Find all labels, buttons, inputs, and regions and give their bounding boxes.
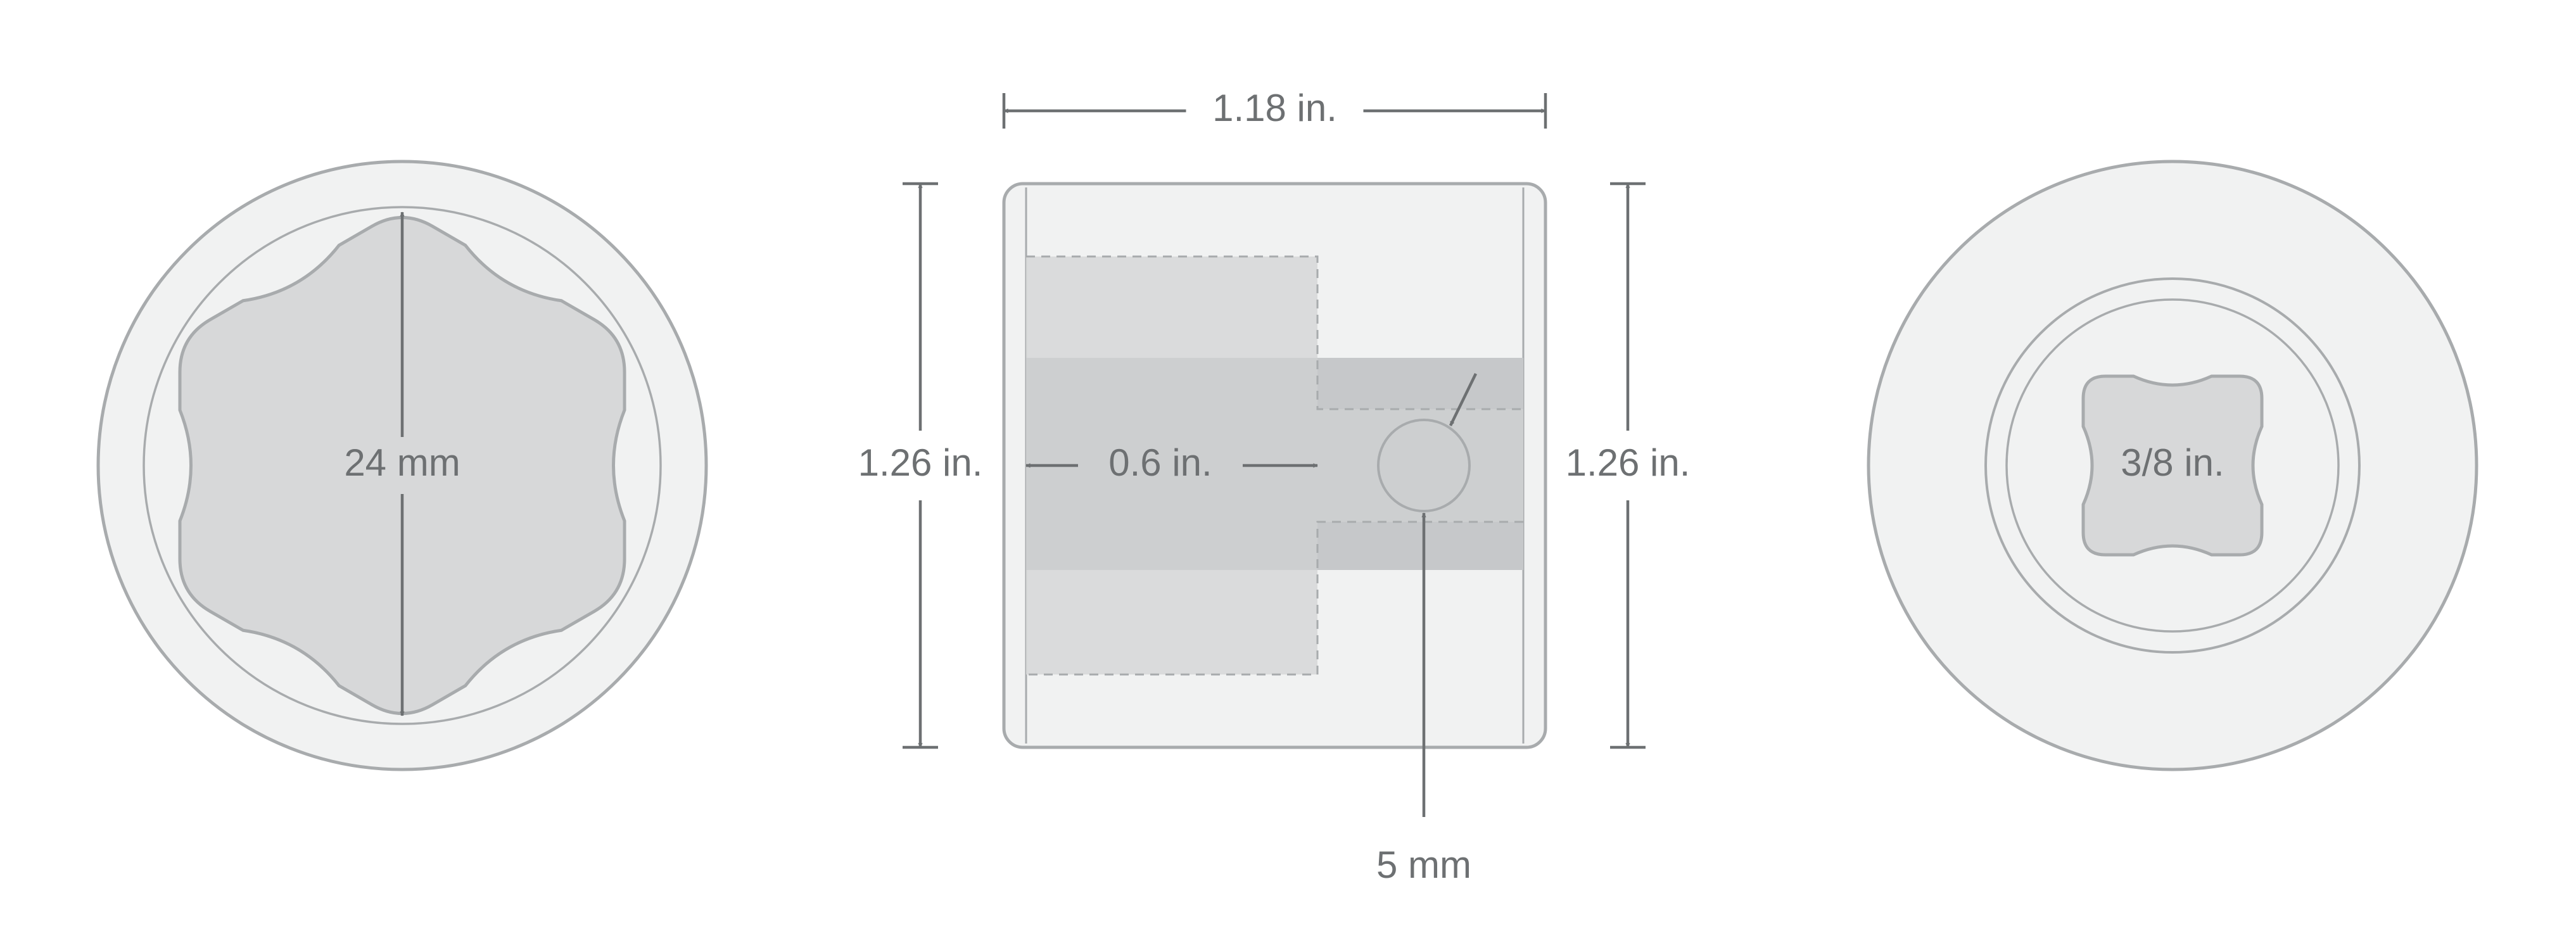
side-view [1004,184,1545,817]
hex-size-label: 24 mm [344,441,460,484]
pin-diameter-label: 5 mm [1376,844,1471,886]
height-right-label: 1.26 in. [1566,441,1691,484]
height-left-label: 1.26 in. [858,441,983,484]
depth-label: 0.6 in. [1108,441,1212,484]
drive-size-label: 3/8 in. [2121,441,2224,484]
width-label: 1.18 in. [1212,87,1337,129]
